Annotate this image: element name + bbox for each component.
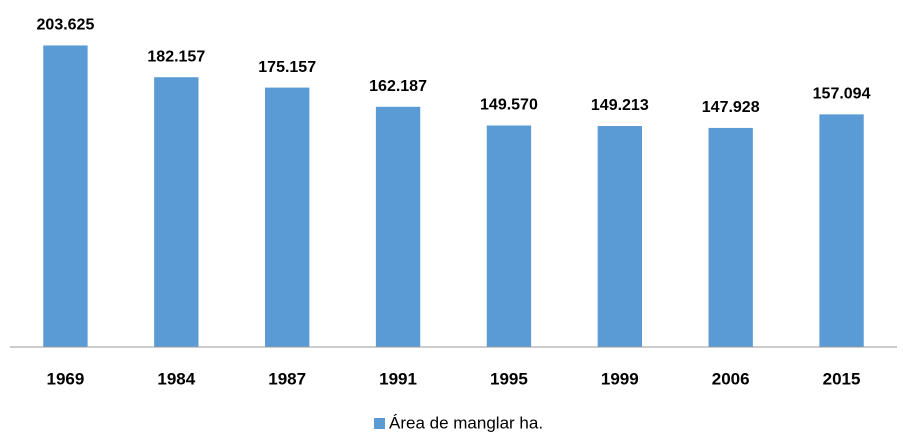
bar <box>154 77 199 347</box>
x-tick-label: 1991 <box>379 369 417 388</box>
x-tick-label: 1999 <box>601 369 639 388</box>
data-label: 149.213 <box>591 97 649 114</box>
bar <box>708 127 753 347</box>
data-label: 147.928 <box>702 99 760 116</box>
data-label: 175.157 <box>258 59 316 76</box>
data-label: 162.187 <box>369 78 427 95</box>
bar <box>265 87 310 347</box>
x-tick-label: 2006 <box>712 369 750 388</box>
bar <box>486 125 532 347</box>
bar <box>43 45 88 347</box>
x-tick-label: 1987 <box>268 369 306 388</box>
bar <box>597 126 642 348</box>
legend-label: Área de manglar ha. <box>389 413 543 432</box>
bar <box>375 106 421 347</box>
bar <box>819 114 864 348</box>
legend-swatch <box>374 418 385 429</box>
x-tick-label: 1969 <box>47 369 85 388</box>
data-label: 182.157 <box>147 48 205 65</box>
data-label: 157.094 <box>813 86 871 103</box>
data-label: 203.625 <box>37 17 95 34</box>
x-tick-label: 2015 <box>823 369 861 388</box>
x-tick-label: 1995 <box>490 369 528 388</box>
data-label: 149.570 <box>480 97 538 114</box>
x-tick-label: 1984 <box>157 369 195 388</box>
